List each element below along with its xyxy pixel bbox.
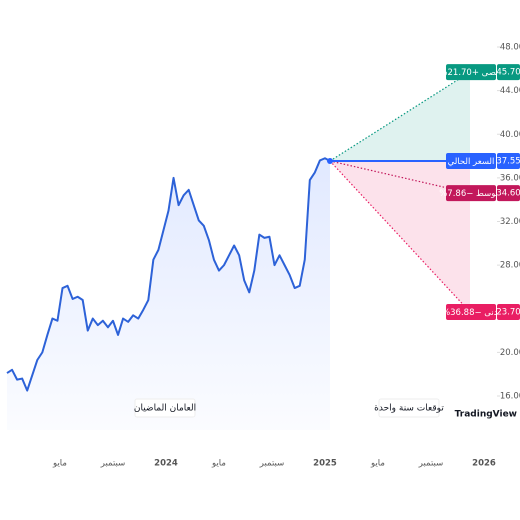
price-line: [6, 157, 331, 392]
price-label: أدنى −36.88% 23.70: [442, 304, 520, 321]
label-part: أقصى: [479, 66, 503, 78]
x-tick-label: مايو: [52, 459, 67, 469]
value-label: 34.60: [496, 189, 520, 199]
x-tick-label: 2026: [472, 459, 496, 469]
label-box: [446, 152, 496, 169]
y-tick-label: 16.00: [500, 392, 520, 402]
label-part: متوسط: [473, 189, 502, 199]
label-box: [446, 185, 496, 202]
price-label: السعر الحالي 37.55: [446, 152, 520, 169]
x-tick-label: سبتمبر: [418, 459, 443, 469]
label-part: −36.88%: [442, 308, 482, 318]
y-tick-label: 32.00: [500, 217, 520, 227]
x-tick-label: سبتمبر: [259, 459, 284, 469]
annotation-box: [134, 398, 196, 418]
label-box: [446, 64, 496, 81]
y-tick-label: 44.00: [500, 86, 520, 96]
upside-area: [330, 72, 470, 161]
label-text: السعر الحالي: [448, 156, 495, 166]
x-tick-label: مايو: [370, 459, 385, 469]
x-tick-label: 2025: [313, 459, 337, 469]
y-tick-label: 40.00: [500, 130, 520, 140]
logo: TradingView: [455, 410, 517, 420]
area: [7, 158, 330, 430]
y-tick-label: 48.00: [500, 43, 520, 53]
annotation: توقعات سنة واحدة: [374, 404, 444, 414]
value-box: [497, 152, 520, 169]
y-tick-label: 28.00: [500, 261, 520, 271]
price-label: متوسط −7.86% 34.60: [439, 185, 520, 202]
x-tick-label: 2024: [154, 459, 178, 469]
x-tick-label: مايو: [211, 459, 226, 469]
label-part: السعر الحالي: [448, 156, 495, 166]
label-text: أدنى −36.88%: [442, 306, 500, 318]
value-label: 37.55: [496, 156, 520, 166]
y-tick-label: 36.00: [500, 173, 520, 183]
value-box: [497, 185, 520, 202]
forecast-line: [329, 160, 471, 313]
y-tick-label: 20.00: [500, 348, 520, 358]
annotation-box: [378, 398, 440, 418]
label-part: −7.86%: [439, 189, 473, 199]
value-box: [497, 304, 520, 321]
label-text: أقصى +21.70%: [439, 66, 502, 78]
annotation: العامان الماضيان: [134, 404, 196, 414]
label-text: متوسط −7.86%: [439, 189, 503, 199]
value-box: [497, 64, 520, 81]
x-tick-label: سبتمبر: [100, 459, 125, 469]
current-dot: [327, 157, 333, 164]
label-box: [446, 304, 496, 321]
label-part: أدنى: [482, 306, 500, 318]
value-label: 45.70: [496, 68, 520, 78]
value-label: 23.70: [496, 308, 520, 318]
label-part: +21.70%: [439, 68, 479, 78]
price-label: أقصى +21.70% 45.70: [439, 64, 520, 81]
